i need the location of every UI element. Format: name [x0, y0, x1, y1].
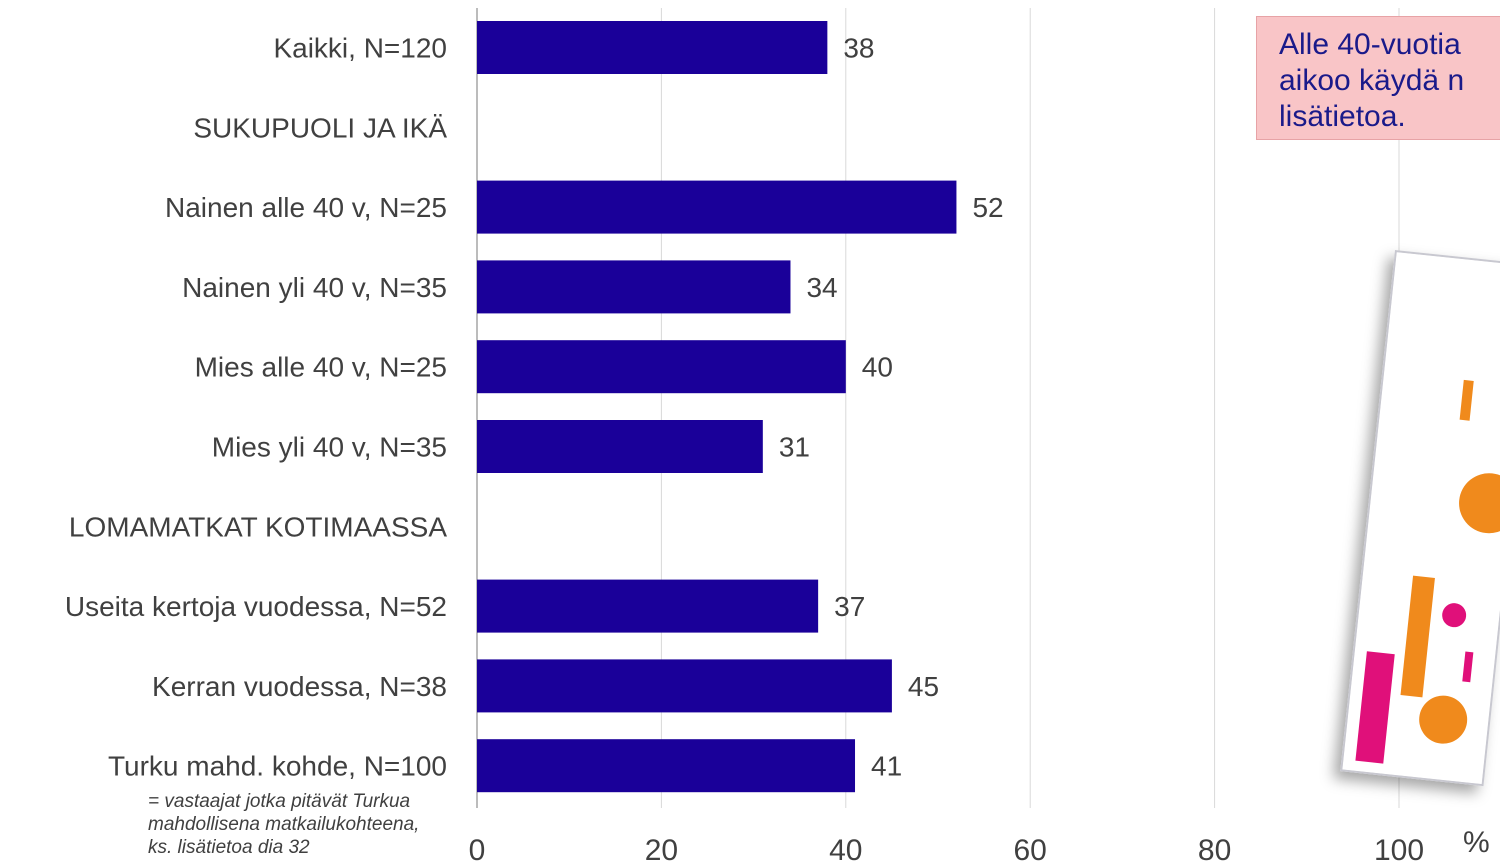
- value-label-2: 52: [972, 192, 1003, 223]
- footnote-line-2: mahdollisena matkailukohteena,: [148, 814, 420, 835]
- x-tick-label-4: 80: [1198, 834, 1231, 866]
- callout-line-1: Alle 40-vuotia: [1279, 28, 1461, 61]
- decorative-poster-image: [1340, 250, 1500, 787]
- value-label-8: 45: [908, 671, 939, 702]
- category-label-4: Mies alle 40 v, N=25: [195, 352, 447, 383]
- poster-orange-blob: [1459, 473, 1500, 534]
- bar-7: [477, 579, 819, 633]
- bar-2: [477, 180, 957, 234]
- value-label-3: 34: [806, 272, 837, 303]
- bar-8: [477, 659, 892, 713]
- callout-box: Alle 40-vuotia aikoo käydä n lisätietoa.: [1256, 16, 1500, 140]
- category-label-8: Kerran vuodessa, N=38: [152, 671, 447, 702]
- footnote: = vastaajat jotka pitävät Turkua mahdoll…: [148, 790, 448, 859]
- x-unit-label: %: [1463, 826, 1490, 859]
- category-label-5: Mies yli 40 v, N=35: [212, 432, 447, 463]
- bar-5: [477, 420, 763, 473]
- bar-0: [477, 21, 828, 74]
- value-label-0: 38: [843, 33, 874, 64]
- bar-9: [477, 739, 856, 793]
- callout-line-3: lisätietoa.: [1279, 100, 1406, 133]
- value-label-9: 41: [871, 751, 902, 782]
- x-tick-label-1: 20: [645, 834, 678, 866]
- x-tick-label-5: 100: [1374, 834, 1424, 866]
- poster-pink-dot: [1442, 603, 1467, 628]
- value-label-7: 37: [834, 591, 865, 622]
- poster-orange-column: [1400, 575, 1435, 698]
- poster-pink-column: [1355, 651, 1395, 764]
- x-tick-label-3: 60: [1014, 834, 1047, 866]
- bar-3: [477, 260, 791, 314]
- category-label-1: SUKUPUOLI JA IKÄ: [193, 112, 447, 143]
- bar-4: [477, 340, 846, 394]
- x-tick-label-0: 0: [469, 834, 486, 866]
- poster-pink-stripe: [1462, 651, 1474, 683]
- footnote-line-1: = vastaajat jotka pitävät Turkua: [148, 791, 411, 812]
- value-label-5: 31: [779, 432, 810, 463]
- x-tick-label-2: 40: [829, 834, 862, 866]
- poster-orange-stripe: [1459, 379, 1474, 421]
- value-label-4: 40: [862, 352, 893, 383]
- category-label-6: LOMAMATKAT KOTIMAASSA: [69, 511, 447, 542]
- category-label-9: Turku mahd. kohde, N=100: [108, 751, 447, 782]
- poster-orange-face: [1419, 695, 1468, 744]
- footnote-line-3: ks. lisätietoa dia 32: [148, 837, 310, 858]
- category-label-0: Kaikki, N=120: [273, 33, 447, 64]
- category-label-3: Nainen yli 40 v, N=35: [182, 272, 447, 303]
- callout-line-2: aikoo käydä n: [1279, 64, 1465, 97]
- category-label-7: Useita kertoja vuodessa, N=52: [65, 591, 447, 622]
- category-label-2: Nainen alle 40 v, N=25: [165, 192, 447, 223]
